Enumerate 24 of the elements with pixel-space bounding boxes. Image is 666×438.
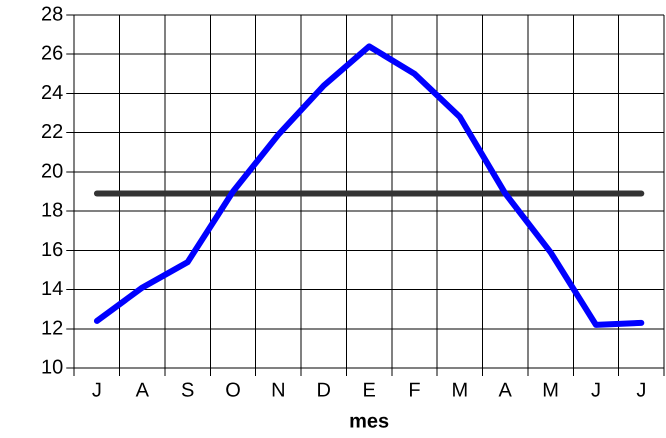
y-tick-label: 10 <box>40 356 64 379</box>
x-tick-label: J <box>92 380 102 402</box>
x-axis-title: mes <box>349 410 390 433</box>
x-tick-label: M <box>452 380 468 402</box>
y-tick-label: 24 <box>40 82 64 104</box>
x-tick-label: J <box>590 380 601 402</box>
x-tick-label: D <box>316 380 331 402</box>
y-tick-label: 16 <box>40 238 64 261</box>
y-tick-label: 28 <box>40 4 64 26</box>
x-tick-label: O <box>225 380 241 402</box>
x-tick-label: J <box>636 380 646 402</box>
y-tick-label: 14 <box>40 278 64 300</box>
y-tick-label: 18 <box>40 200 64 222</box>
y-tick-label: 26 <box>40 42 64 65</box>
x-tick-label: N <box>271 380 286 402</box>
y-tick-label: 20 <box>40 160 64 182</box>
x-tick-label: S <box>180 380 194 402</box>
x-tick-label: E <box>362 380 376 402</box>
x-tick-label: A <box>498 380 513 402</box>
y-tick-label: 22 <box>40 121 64 144</box>
x-tick-label: M <box>542 380 559 402</box>
x-tick-label: A <box>136 380 150 402</box>
x-tick-label: F <box>408 380 421 402</box>
y-tick-label: 12 <box>40 317 64 340</box>
